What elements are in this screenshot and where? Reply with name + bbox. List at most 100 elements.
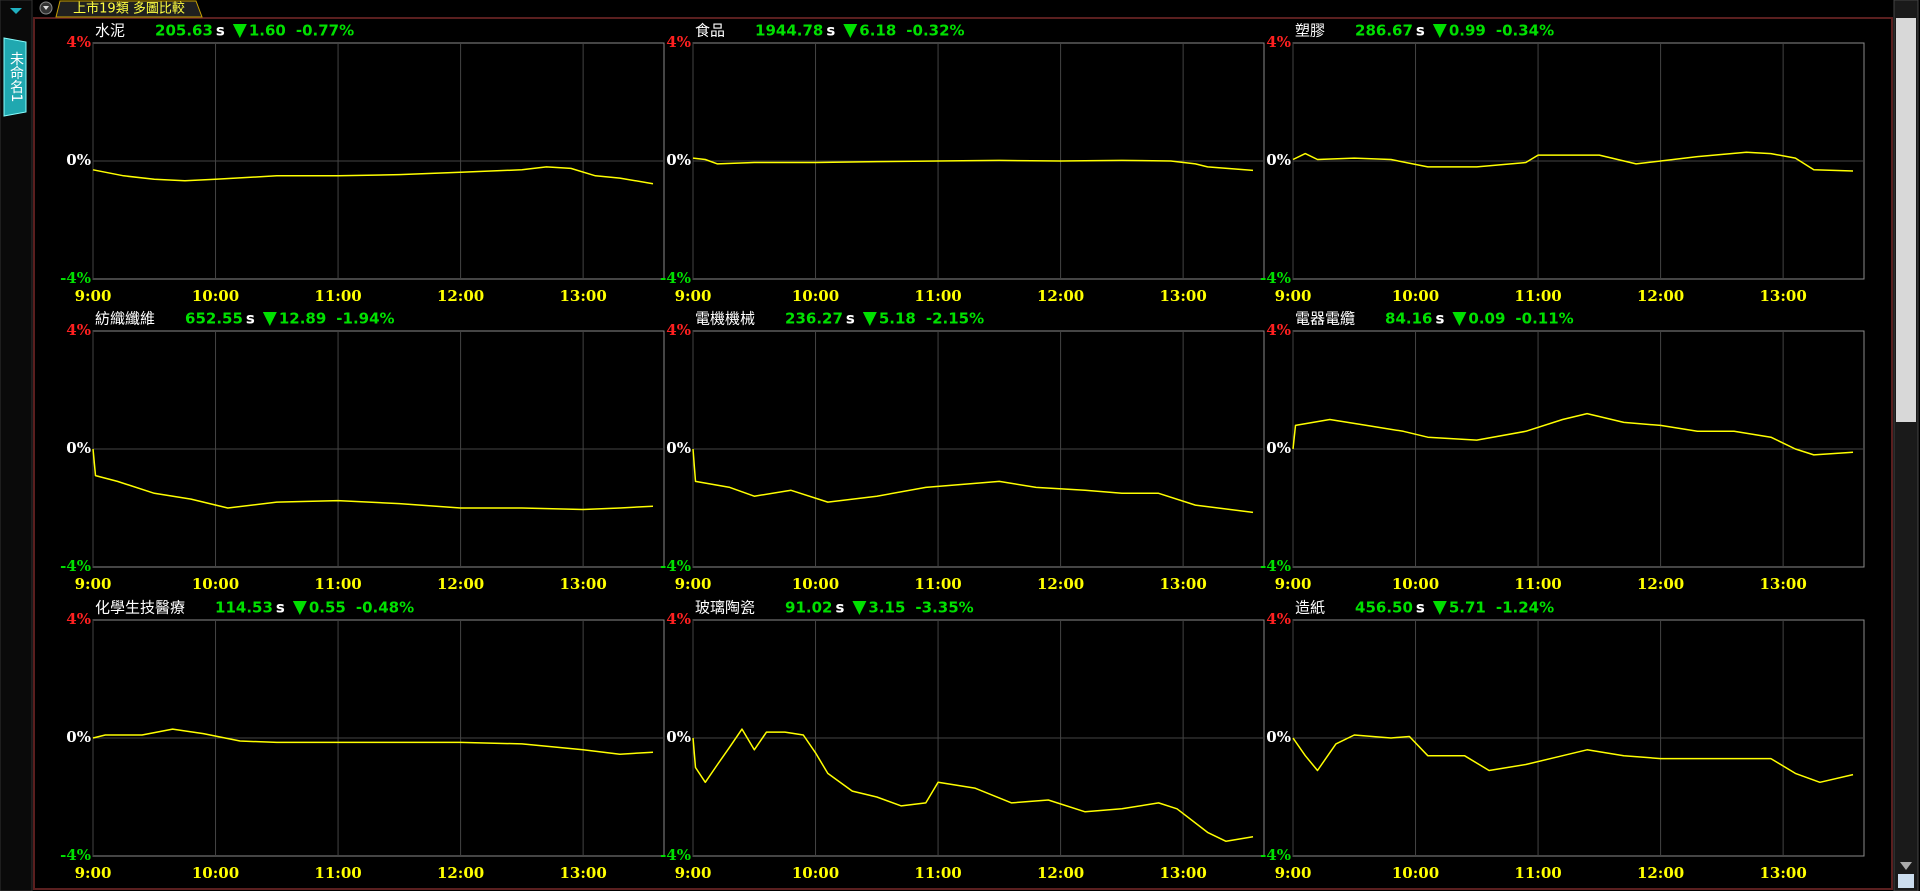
x-tick-label: 10:00 bbox=[1392, 864, 1439, 882]
side-tab-label[interactable]: 未命名1 bbox=[8, 52, 24, 103]
index-name: 化學生技醫療 bbox=[95, 599, 185, 617]
x-tick-label: 12:00 bbox=[1037, 287, 1084, 305]
y-tick-label: -4% bbox=[60, 846, 91, 864]
index-change: 1.60 bbox=[249, 22, 286, 40]
x-tick-label: 9:00 bbox=[75, 864, 112, 882]
index-change: 0.09 bbox=[1468, 310, 1505, 328]
x-tick-label: 13:00 bbox=[559, 575, 606, 593]
x-tick-label: 9:00 bbox=[75, 575, 112, 593]
price-line bbox=[1292, 412, 1854, 456]
x-tick-label: 12:00 bbox=[437, 287, 484, 305]
y-tick-label: 0% bbox=[1266, 439, 1291, 457]
price-line bbox=[1292, 734, 1854, 784]
index-change: 5.18 bbox=[879, 310, 916, 328]
down-triangle bbox=[292, 601, 307, 615]
index-price: 114.53 bbox=[215, 599, 273, 617]
price-line bbox=[692, 448, 1254, 514]
x-tick-label: 12:00 bbox=[437, 864, 484, 882]
x-tick-label: 9:00 bbox=[1275, 287, 1312, 305]
down-triangle bbox=[1432, 601, 1447, 615]
index-name: 食品 bbox=[695, 22, 725, 40]
y-tick-label: 0% bbox=[1266, 728, 1291, 746]
index-change-pct: -1.94% bbox=[336, 310, 394, 328]
y-tick-label: 0% bbox=[66, 728, 91, 746]
price-unit: s bbox=[1416, 22, 1425, 40]
price-unit: s bbox=[276, 599, 285, 617]
x-tick-label: 13:00 bbox=[559, 287, 606, 305]
x-tick-label: 11:00 bbox=[314, 575, 361, 593]
index-price: 236.27 bbox=[785, 310, 843, 328]
y-tick-label: -4% bbox=[660, 269, 691, 287]
x-tick-label: 9:00 bbox=[75, 287, 112, 305]
y-tick-label: 4% bbox=[1266, 33, 1291, 51]
side-strip bbox=[0, 0, 33, 891]
y-tick-label: 4% bbox=[66, 610, 91, 628]
y-tick-label: 0% bbox=[1266, 151, 1291, 169]
y-tick-label: 0% bbox=[666, 728, 691, 746]
x-tick-label: 10:00 bbox=[792, 287, 839, 305]
index-change-pct: -0.32% bbox=[906, 22, 964, 40]
price-unit: s bbox=[846, 310, 855, 328]
x-tick-label: 10:00 bbox=[192, 575, 239, 593]
scroll-thumb[interactable] bbox=[1896, 18, 1916, 422]
x-tick-label: 12:00 bbox=[1037, 864, 1084, 882]
x-tick-label: 11:00 bbox=[1514, 575, 1561, 593]
y-tick-label: -4% bbox=[1260, 269, 1291, 287]
index-change-pct: -0.48% bbox=[356, 599, 414, 617]
x-tick-label: 12:00 bbox=[1637, 575, 1684, 593]
y-tick-label: -4% bbox=[60, 269, 91, 287]
price-line bbox=[92, 166, 654, 185]
x-tick-label: 12:00 bbox=[1637, 864, 1684, 882]
frame bbox=[33, 17, 1893, 890]
price-line bbox=[92, 448, 654, 511]
index-price: 456.50 bbox=[1355, 599, 1413, 617]
index-price: 1944.78 bbox=[755, 22, 823, 40]
x-tick-label: 10:00 bbox=[192, 287, 239, 305]
x-tick-label: 10:00 bbox=[792, 575, 839, 593]
x-tick-label: 11:00 bbox=[914, 864, 961, 882]
y-tick-label: -4% bbox=[60, 557, 91, 575]
x-tick-label: 13:00 bbox=[1159, 287, 1206, 305]
x-tick-label: 11:00 bbox=[1514, 287, 1561, 305]
x-tick-label: 11:00 bbox=[1514, 864, 1561, 882]
down-triangle bbox=[1452, 312, 1467, 326]
x-tick-label: 13:00 bbox=[1759, 287, 1806, 305]
y-tick-label: 0% bbox=[66, 151, 91, 169]
index-name: 塑膠 bbox=[1295, 22, 1325, 40]
top-tab-label[interactable]: 上市19類 多圖比較 bbox=[73, 1, 185, 17]
y-tick-label: 0% bbox=[666, 151, 691, 169]
top-tab[interactable] bbox=[55, 0, 203, 18]
x-tick-label: 11:00 bbox=[314, 287, 361, 305]
down-triangle bbox=[232, 24, 247, 38]
scroll-corner-icon[interactable] bbox=[1898, 874, 1914, 888]
y-tick-label: 4% bbox=[1266, 610, 1291, 628]
index-price: 91.02 bbox=[785, 599, 832, 617]
index-name: 水泥 bbox=[95, 22, 125, 40]
scroll-down[interactable] bbox=[1900, 862, 1912, 870]
y-tick-label: -4% bbox=[660, 846, 691, 864]
index-price: 286.67 bbox=[1355, 22, 1413, 40]
price-unit: s bbox=[826, 22, 835, 40]
index-change: 0.55 bbox=[309, 599, 346, 617]
index-name: 電機機械 bbox=[695, 310, 755, 328]
side-arrow[interactable] bbox=[10, 8, 22, 14]
y-tick-label: 4% bbox=[1266, 321, 1291, 339]
side-tab[interactable] bbox=[3, 37, 27, 117]
x-tick-label: 13:00 bbox=[1159, 575, 1206, 593]
index-name: 紡織纖維 bbox=[95, 310, 155, 328]
index-change: 12.89 bbox=[279, 310, 326, 328]
price-line bbox=[692, 157, 1254, 172]
price-unit: s bbox=[216, 22, 225, 40]
index-change-pct: -0.11% bbox=[1515, 310, 1573, 328]
index-name: 玻璃陶瓷 bbox=[695, 599, 755, 617]
down-triangle bbox=[1432, 24, 1447, 38]
x-tick-label: 9:00 bbox=[1275, 575, 1312, 593]
x-tick-label: 13:00 bbox=[1759, 575, 1806, 593]
y-tick-label: -4% bbox=[1260, 557, 1291, 575]
x-tick-label: 13:00 bbox=[1159, 864, 1206, 882]
index-name: 造紙 bbox=[1295, 599, 1325, 617]
price-unit: s bbox=[1416, 599, 1425, 617]
index-change-pct: -0.77% bbox=[296, 22, 354, 40]
x-tick-label: 9:00 bbox=[675, 864, 712, 882]
